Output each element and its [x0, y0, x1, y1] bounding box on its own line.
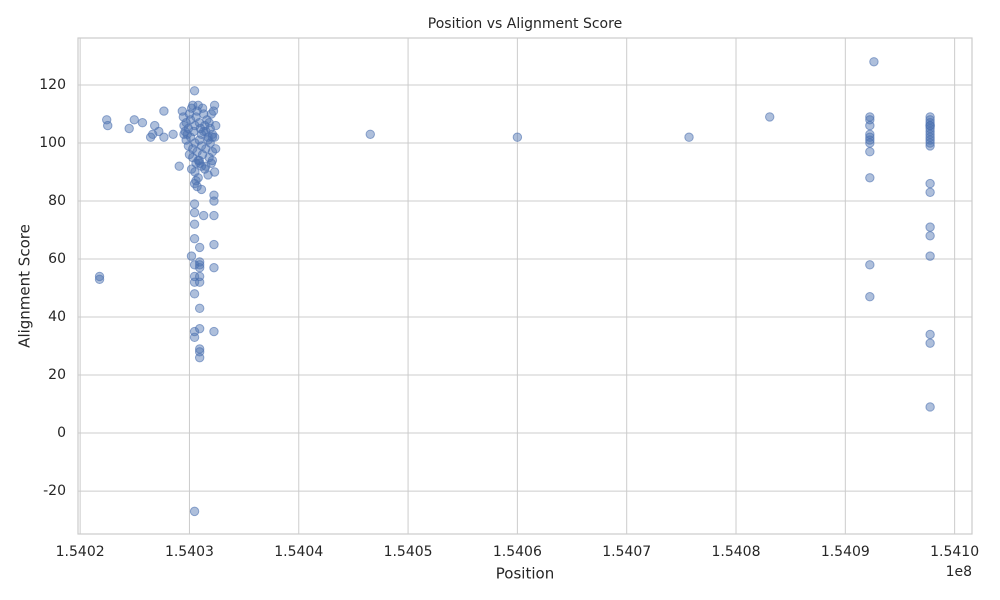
point: [174, 161, 184, 171]
x-tick-label: 1.5409: [821, 544, 870, 560]
point: [925, 231, 935, 241]
x-tick-label: 1.5407: [602, 544, 651, 560]
point: [193, 155, 203, 166]
point: [512, 132, 523, 142]
chart-title: Position vs Alignment Score: [428, 16, 622, 32]
point: [209, 239, 219, 250]
point: [189, 234, 200, 244]
point: [209, 190, 219, 200]
point: [194, 260, 205, 270]
x-tick-label: 1.5403: [165, 544, 214, 560]
point: [925, 338, 935, 348]
point: [925, 138, 935, 148]
point: [189, 277, 200, 287]
point: [925, 141, 935, 151]
point: [684, 132, 694, 142]
point: [94, 271, 105, 282]
point: [865, 147, 875, 157]
plot-frame: [77, 37, 973, 535]
x-tick-label: 1.5406: [493, 544, 542, 560]
point: [865, 135, 875, 145]
point: [194, 242, 205, 253]
point: [94, 274, 105, 285]
y-tick-label: 60: [48, 251, 66, 267]
y-tick-label: 100: [39, 135, 66, 151]
point: [168, 129, 178, 139]
point: [189, 332, 200, 343]
x-axis-label: Position: [496, 565, 554, 583]
y-tick-label: -20: [43, 483, 66, 499]
x-tick-label: 1.5405: [384, 544, 433, 560]
point: [209, 210, 219, 221]
point: [194, 303, 205, 314]
point: [925, 120, 935, 131]
x-offset-label: 1e8: [946, 564, 972, 580]
point: [209, 326, 219, 337]
point: [925, 251, 935, 261]
point: [207, 132, 218, 142]
point: [865, 260, 875, 270]
point: [189, 260, 200, 270]
point: [186, 251, 197, 261]
x-tick-label: 1.5410: [930, 544, 979, 560]
point: [209, 132, 220, 142]
point: [189, 289, 200, 299]
point: [209, 263, 219, 273]
point: [191, 176, 201, 186]
point: [137, 117, 148, 128]
point: [194, 323, 205, 334]
point: [210, 144, 221, 154]
point: [189, 506, 200, 517]
point: [194, 352, 205, 363]
point: [154, 126, 164, 137]
x-tick-label: 1.5408: [712, 544, 761, 560]
point: [209, 167, 220, 177]
y-tick-label: 80: [48, 193, 66, 209]
point: [198, 126, 209, 137]
point: [196, 184, 207, 195]
point: [159, 132, 169, 142]
point: [925, 402, 935, 412]
point: [209, 100, 220, 110]
point: [129, 115, 139, 125]
point: [198, 210, 209, 221]
point: [189, 207, 200, 218]
y-tick-label: 40: [48, 309, 66, 325]
point: [865, 138, 875, 148]
point: [925, 187, 935, 198]
point: [865, 292, 875, 302]
y-tick-label: 120: [39, 77, 66, 93]
point: [765, 112, 775, 122]
x-tick-label: 1.5402: [56, 544, 105, 560]
point: [210, 120, 221, 131]
x-tick-label: 1.5404: [274, 544, 323, 560]
point: [865, 173, 875, 183]
y-tick-label: 0: [57, 425, 66, 441]
point: [159, 106, 169, 116]
y-tick-label: 20: [48, 367, 66, 383]
point: [865, 112, 875, 122]
point: [194, 263, 205, 273]
point: [189, 219, 200, 229]
point: [124, 123, 134, 134]
point: [365, 129, 375, 139]
point: [925, 178, 935, 189]
point: [869, 57, 879, 67]
point: [103, 120, 113, 131]
point: [194, 277, 205, 287]
y-axis-label: Alignment Score: [16, 224, 34, 348]
point: [925, 329, 935, 340]
point: [925, 222, 935, 232]
point: [206, 158, 217, 169]
point: [865, 120, 875, 131]
point: [189, 199, 200, 209]
point: [189, 86, 200, 96]
